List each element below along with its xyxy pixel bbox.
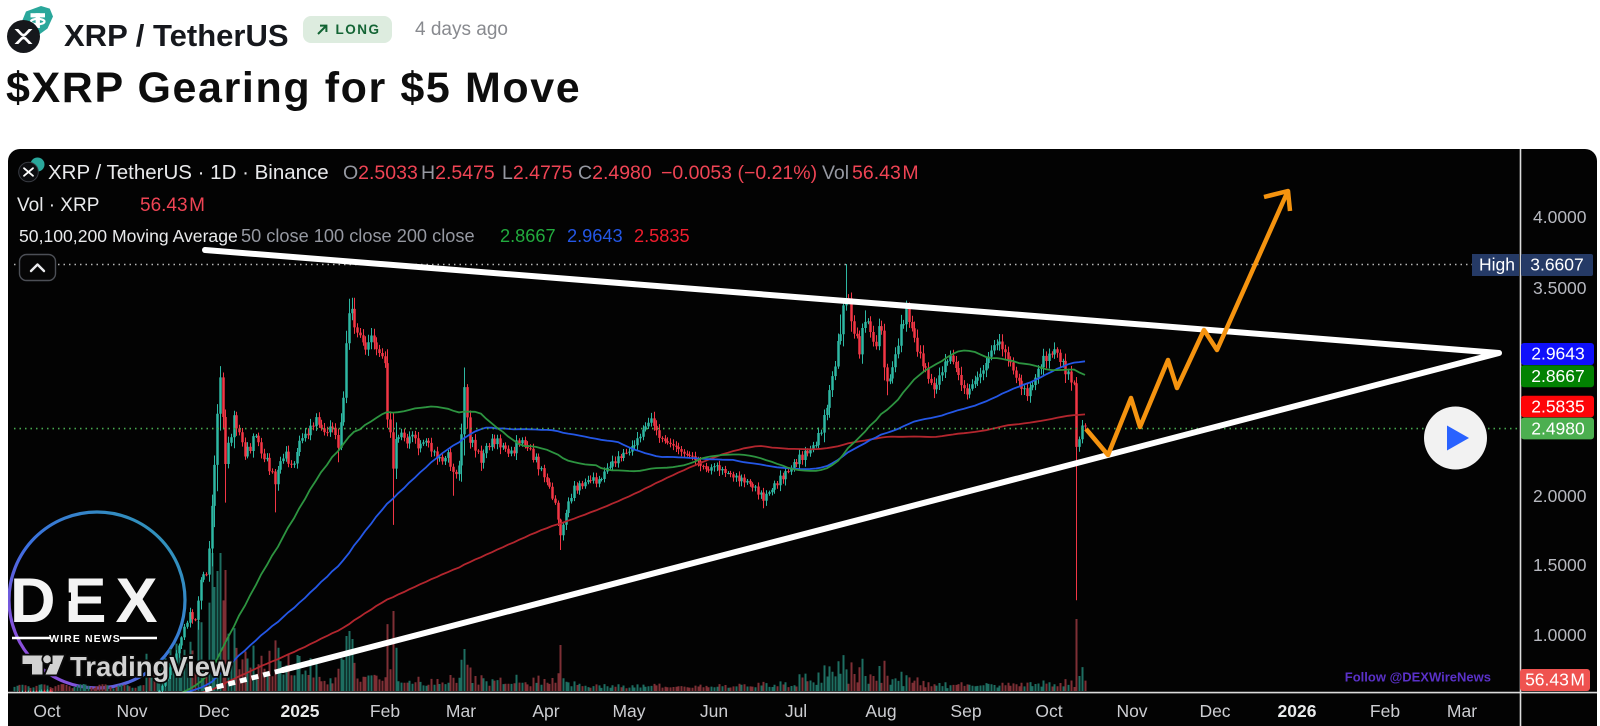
svg-text:Aug: Aug	[865, 701, 896, 721]
svg-text:3.6607: 3.6607	[1530, 255, 1584, 275]
svg-text:2.4980: 2.4980	[1531, 419, 1585, 439]
svg-text:XRP / TetherUS · 1D · Binance: XRP / TetherUS · 1D · Binance	[48, 161, 329, 184]
svg-text:Apr: Apr	[532, 701, 559, 721]
svg-text:2.9643: 2.9643	[567, 226, 623, 246]
svg-text:2.8667: 2.8667	[1531, 366, 1585, 386]
svg-text:2026: 2026	[1278, 701, 1317, 721]
svg-text:DEX: DEX	[10, 566, 167, 636]
svg-text:50,100,200 Moving Average: 50,100,200 Moving Average	[19, 226, 238, 246]
svg-text:56.43 M: 56.43 M	[1525, 670, 1585, 690]
svg-text:Nov: Nov	[116, 701, 147, 721]
svg-text:High: High	[1479, 255, 1515, 275]
svg-text:3.5000: 3.5000	[1533, 278, 1587, 298]
svg-text:H2.5475: H2.5475	[421, 162, 495, 184]
svg-text:56.43 M: 56.43 M	[140, 195, 205, 216]
svg-text:Follow @DEXWireNews: Follow @DEXWireNews	[1345, 670, 1491, 685]
svg-text:56.43 M: 56.43 M	[852, 162, 919, 184]
svg-text:WIRE NEWS: WIRE NEWS	[49, 633, 121, 645]
svg-text:TradingView: TradingView	[70, 651, 232, 682]
svg-text:Sep: Sep	[950, 701, 981, 721]
svg-text:Jun: Jun	[700, 701, 728, 721]
svg-text:−0.0053 (−0.21%): −0.0053 (−0.21%)	[661, 162, 817, 184]
svg-text:Dec: Dec	[1199, 701, 1230, 721]
svg-text:2025: 2025	[281, 701, 320, 721]
svg-text:2.5835: 2.5835	[1531, 396, 1585, 416]
svg-text:Vol · XRP: Vol · XRP	[17, 195, 99, 216]
svg-text:Oct: Oct	[1035, 701, 1062, 721]
svg-text:O2.5033: O2.5033	[343, 162, 418, 184]
svg-text:Dec: Dec	[198, 701, 229, 721]
svg-text:May: May	[612, 701, 645, 721]
svg-text:1.5000: 1.5000	[1533, 555, 1587, 575]
svg-text:Vol: Vol	[822, 162, 849, 184]
svg-text:1.0000: 1.0000	[1533, 625, 1587, 645]
svg-text:2.0000: 2.0000	[1533, 486, 1587, 506]
svg-text:Jul: Jul	[785, 701, 807, 721]
svg-text:Mar: Mar	[1447, 701, 1477, 721]
svg-text:50 close 100 close 200 close: 50 close 100 close 200 close	[241, 226, 475, 246]
svg-text:L2.4775: L2.4775	[502, 162, 573, 184]
svg-text:Feb: Feb	[1370, 701, 1400, 721]
svg-text:2.5835: 2.5835	[634, 226, 690, 246]
svg-text:4.0000: 4.0000	[1533, 207, 1587, 227]
svg-text:Oct: Oct	[33, 701, 60, 721]
svg-text:Nov: Nov	[1116, 701, 1147, 721]
svg-text:Mar: Mar	[446, 701, 476, 721]
svg-text:C2.4980: C2.4980	[578, 162, 652, 184]
svg-text:2.8667: 2.8667	[500, 226, 556, 246]
svg-text:Feb: Feb	[370, 701, 400, 721]
svg-text:2.9643: 2.9643	[1531, 344, 1585, 364]
